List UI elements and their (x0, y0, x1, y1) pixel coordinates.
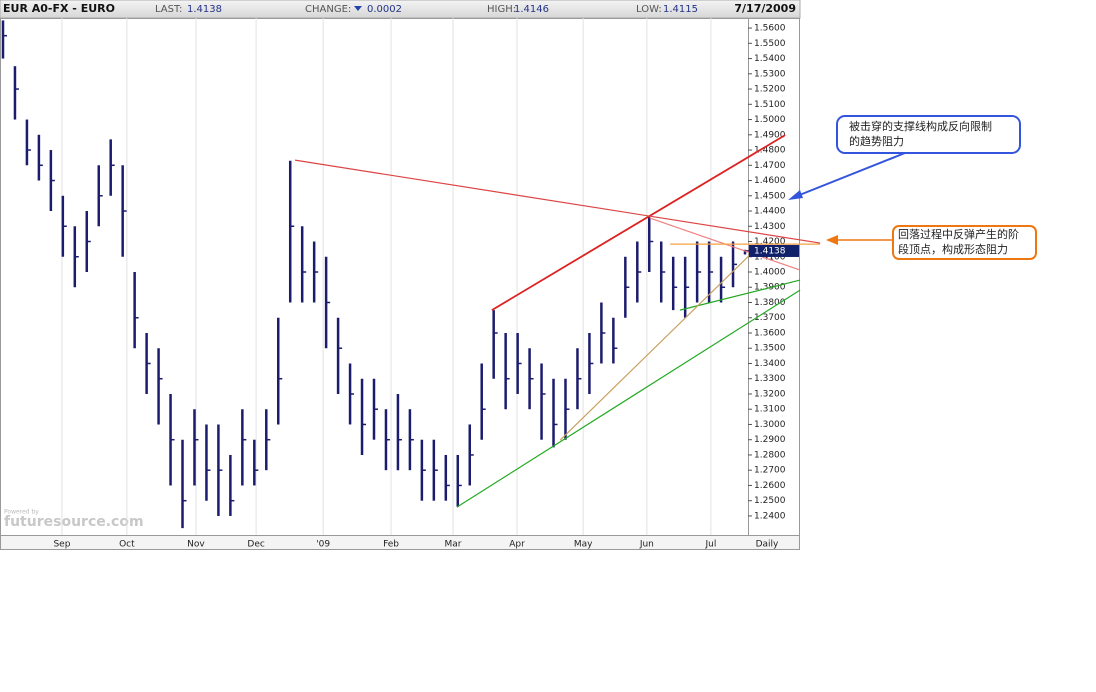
y-tick-label: 1.3400 (754, 359, 786, 369)
x-tick-label: Dec (247, 540, 264, 550)
trend-line (491, 134, 786, 311)
annotation-box: 回落过程中反弹产生的阶 段顶点，构成形态阻力 (826, 225, 1037, 260)
y-tick-label: 1.4400 (754, 207, 786, 217)
last-label: LAST: (155, 4, 182, 15)
change-value: 0.0002 (367, 4, 402, 15)
header-date: 7/17/2009 (734, 2, 796, 15)
last-price-label: 1.4138 (754, 246, 786, 256)
annotation-text: 段顶点，构成形态阻力 (898, 242, 1008, 256)
y-tick-label: 1.2500 (754, 496, 786, 506)
y-tick-label: 1.4800 (754, 146, 786, 156)
plot (1, 18, 750, 535)
high-value: 1.4146 (514, 4, 549, 15)
y-tick-label: 1.5500 (754, 39, 786, 49)
annotation-text: 的趋势阻力 (849, 134, 904, 148)
y-tick-label: 1.4500 (754, 191, 786, 201)
trend-line (294, 159, 821, 244)
x-tick-label: Oct (119, 540, 135, 550)
y-tick-label: 1.2900 (754, 435, 786, 445)
y-tick-label: 1.3100 (754, 405, 786, 415)
y-tick-label: 1.3700 (754, 313, 786, 323)
x-tick-label: Mar (444, 540, 461, 550)
y-tick-label: 1.2800 (754, 450, 786, 460)
trend-line (559, 244, 761, 441)
plot-area (0, 18, 749, 536)
trend-line (456, 289, 801, 508)
y-tick-label: 1.3500 (754, 344, 786, 354)
header-title: EUR A0-FX - EURO (3, 2, 115, 15)
y-tick-label: 1.5200 (754, 85, 786, 95)
y-tick-label: 1.4100 (754, 252, 786, 262)
high-label: HIGH: (487, 4, 516, 15)
y-tick-label: 1.4600 (754, 176, 786, 186)
y-tick-label: 1.2600 (754, 481, 786, 491)
y-tick-label: 1.5300 (754, 69, 786, 79)
x-tick-label: Feb (383, 540, 399, 550)
x-tick-label: '09 (316, 540, 330, 550)
annotation-text: 被击穿的支撑线构成反向限制 (849, 119, 992, 133)
trend-line (679, 279, 801, 311)
watermark-small: Powered by (4, 509, 39, 516)
annotation-arrow (791, 152, 906, 199)
arrowhead (826, 235, 838, 245)
price-axis (748, 18, 800, 536)
y-tick-label: 1.4000 (754, 268, 786, 278)
x-tick-label: Jul (704, 540, 716, 550)
y-tick-label: 1.4700 (754, 161, 786, 171)
x-tick-label: Jun (639, 540, 654, 550)
y-tick-label: 1.3800 (754, 298, 786, 308)
y-tick-label: 1.3300 (754, 374, 786, 384)
y-tick-label: 1.5600 (754, 24, 786, 34)
y-tick-label: 1.4300 (754, 222, 786, 232)
low-label: LOW: (636, 4, 662, 15)
annotation-box: 被击穿的支撑线构成反向限制 的趋势阻力 (788, 115, 1021, 200)
last-price-box (749, 244, 799, 257)
x-tick-label: Sep (53, 540, 70, 550)
y-tick-label: 1.5400 (754, 54, 786, 64)
y-tick-label: 1.3600 (754, 328, 786, 338)
y-tick-label: 1.3200 (754, 389, 786, 399)
x-tick-label: Apr (509, 540, 525, 550)
annotation-frame (892, 225, 1037, 260)
y-tick-label: 1.2400 (754, 511, 786, 521)
change-label: CHANGE: (305, 4, 351, 15)
x-tick-label: Nov (187, 540, 205, 550)
y-tick-label: 1.2700 (754, 466, 786, 476)
watermark: futuresource.com (4, 514, 144, 530)
y-tick-label: 1.4200 (754, 237, 786, 247)
last-value: 1.4138 (187, 4, 222, 15)
low-value: 1.4115 (663, 4, 698, 15)
y-tick-label: 1.3000 (754, 420, 786, 430)
annotation-frame (836, 115, 1021, 154)
down-arrow (354, 6, 362, 11)
y-tick-label: 1.5100 (754, 100, 786, 110)
y-tick-label: 1.5000 (754, 115, 786, 125)
arrowhead (788, 190, 803, 200)
annotation-text: 回落过程中反弹产生的阶 (898, 227, 1019, 241)
date-axis (0, 535, 800, 550)
x-axis-label: Daily (756, 540, 779, 550)
y-tick-label: 1.4900 (754, 130, 786, 140)
x-tick-label: May (574, 540, 593, 550)
